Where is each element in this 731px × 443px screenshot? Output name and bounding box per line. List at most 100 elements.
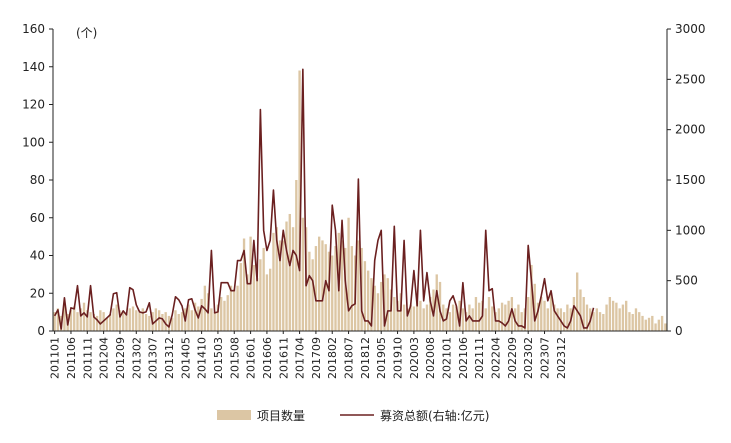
bar: [200, 298, 203, 331]
x-tick-label: 202106: [457, 337, 470, 379]
x-tick-label: 201704: [294, 337, 307, 379]
x-tick-label: 201606: [261, 337, 274, 379]
bar: [95, 315, 99, 331]
x-tick-label: 202101: [441, 337, 454, 379]
bar: [393, 297, 396, 331]
bar: [566, 304, 569, 331]
bar: [291, 227, 295, 331]
left-tick-label: 40: [30, 249, 45, 263]
bar: [415, 302, 419, 331]
bar: [422, 308, 425, 331]
x-tick-label: 201910: [392, 337, 405, 379]
right-tick-label: 2500: [675, 72, 706, 86]
bar: [220, 297, 223, 331]
bar: [128, 308, 131, 331]
bar: [582, 297, 585, 331]
bar: [425, 304, 429, 331]
bar: [373, 285, 376, 331]
left-tick-label: 120: [22, 98, 45, 112]
bar: [73, 306, 76, 331]
legend: 项目数量 募资总额(右轴:亿元): [217, 408, 489, 423]
bar: [536, 302, 540, 331]
bar: [540, 297, 543, 331]
right-tick-label: 3000: [675, 22, 706, 36]
bar: [213, 312, 216, 332]
bar: [654, 323, 657, 331]
x-tick-label: 201807: [343, 337, 356, 379]
bar: [308, 251, 311, 331]
x-tick-label: 201204: [98, 337, 111, 379]
bar: [82, 302, 86, 331]
bar: [442, 304, 445, 331]
x-tick-label: 201111: [81, 337, 94, 379]
bar: [651, 315, 654, 331]
bar: [638, 312, 641, 332]
bar: [314, 246, 318, 331]
bar: [546, 308, 549, 331]
bar: [507, 300, 510, 331]
bar: [154, 308, 158, 331]
bar: [631, 314, 634, 331]
legend-bar-swatch: [217, 410, 251, 420]
bar: [579, 289, 582, 331]
bar: [255, 278, 259, 331]
bar: [210, 308, 213, 331]
bar: [621, 304, 625, 331]
bar: [406, 308, 409, 331]
bar: [259, 259, 262, 331]
bar: [53, 312, 56, 332]
bar: [324, 244, 327, 331]
bar: [193, 302, 197, 331]
bar: [530, 264, 533, 331]
bar: [252, 264, 256, 331]
bar: [363, 261, 367, 331]
bar: [311, 259, 314, 331]
x-tick-label: 202209: [506, 337, 519, 379]
bar: [644, 319, 647, 331]
x-tick-label: 201503: [212, 337, 225, 379]
bar: [92, 314, 95, 331]
x-tick-label: 201601: [245, 337, 258, 379]
bar: [334, 246, 337, 331]
bar: [549, 293, 553, 331]
bar: [402, 304, 406, 331]
bar: [138, 312, 141, 332]
bar: [448, 312, 451, 332]
bar: [660, 315, 664, 331]
bar: [608, 297, 612, 331]
bar: [69, 310, 73, 331]
bar: [180, 312, 184, 332]
bar: [585, 304, 589, 331]
bar: [63, 304, 66, 331]
bar: [562, 312, 566, 332]
bar: [634, 308, 638, 331]
bar: [318, 236, 321, 332]
bar: [301, 217, 305, 331]
bar: [239, 263, 242, 331]
right-tick-label: 500: [675, 274, 698, 288]
x-tick-label: 201307: [147, 337, 160, 379]
bar: [595, 308, 598, 331]
bar: [229, 285, 233, 331]
bar: [468, 304, 471, 331]
bar: [197, 306, 200, 331]
bar: [76, 312, 79, 332]
bar: [510, 297, 514, 331]
right-tick-label: 1000: [675, 223, 706, 237]
x-tick-label: 201812: [359, 337, 372, 379]
bar: [347, 217, 350, 331]
x-tick-label: 201302: [130, 337, 143, 379]
bar: [242, 238, 246, 331]
bar: [615, 302, 618, 331]
axes: 0 20 40 60 80 100 120 140 160 0 500 1000 1500 2000 250…: [22, 22, 705, 379]
bar: [89, 312, 92, 332]
bar: [533, 283, 536, 331]
bar: [399, 293, 402, 331]
bar: [79, 308, 82, 331]
bar: [148, 315, 151, 331]
bar: [108, 314, 112, 331]
bar: [278, 240, 282, 331]
legend-bar-label: 项目数量: [257, 408, 305, 423]
